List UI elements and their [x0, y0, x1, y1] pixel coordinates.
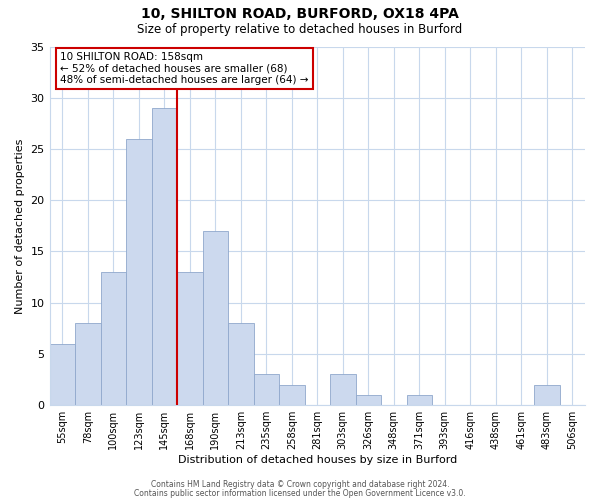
Y-axis label: Number of detached properties: Number of detached properties	[15, 138, 25, 314]
X-axis label: Distribution of detached houses by size in Burford: Distribution of detached houses by size …	[178, 455, 457, 465]
Bar	[152, 108, 177, 405]
Bar	[356, 395, 381, 405]
Text: 10 SHILTON ROAD: 158sqm
← 52% of detached houses are smaller (68)
48% of semi-de: 10 SHILTON ROAD: 158sqm ← 52% of detache…	[60, 52, 309, 85]
Text: Contains HM Land Registry data © Crown copyright and database right 2024.: Contains HM Land Registry data © Crown c…	[151, 480, 449, 489]
Bar	[279, 384, 305, 405]
Bar	[534, 384, 560, 405]
Bar	[101, 272, 126, 405]
Bar	[228, 323, 254, 405]
Bar	[177, 272, 203, 405]
Bar	[407, 395, 432, 405]
Bar	[330, 374, 356, 405]
Text: Size of property relative to detached houses in Burford: Size of property relative to detached ho…	[137, 22, 463, 36]
Text: Contains public sector information licensed under the Open Government Licence v3: Contains public sector information licen…	[134, 488, 466, 498]
Bar	[75, 323, 101, 405]
Bar	[126, 138, 152, 405]
Bar	[254, 374, 279, 405]
Text: 10, SHILTON ROAD, BURFORD, OX18 4PA: 10, SHILTON ROAD, BURFORD, OX18 4PA	[141, 8, 459, 22]
Bar	[50, 344, 75, 405]
Bar	[203, 231, 228, 405]
